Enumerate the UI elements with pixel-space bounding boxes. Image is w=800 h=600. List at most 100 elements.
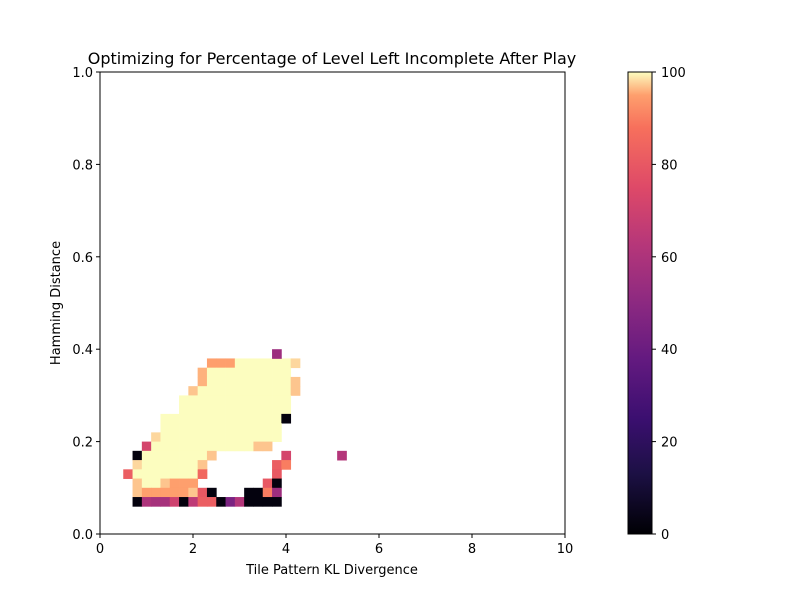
heatmap-cell [234, 423, 245, 433]
colorbar-tick-label: 60 [661, 251, 678, 266]
heatmap-cell [141, 441, 152, 452]
heatmap-cell [169, 469, 180, 479]
heatmap-cell [253, 358, 264, 369]
heatmap-cell [225, 404, 236, 415]
heatmap-cell [169, 478, 180, 489]
heatmap-cell [197, 432, 208, 442]
heatmap-cell [244, 432, 254, 442]
heatmap-cell [290, 386, 301, 396]
heatmap-cell [262, 478, 273, 489]
heatmap-cell [206, 367, 217, 378]
heatmap-cell [290, 358, 301, 369]
heatmap-cell [141, 469, 152, 479]
heatmap-cell [244, 376, 254, 387]
heatmap-cell [169, 460, 180, 470]
colorbar-ticks: 0 20 40 60 80 100 [652, 66, 686, 543]
heatmap-cell [169, 423, 180, 433]
heatmap-cell [216, 423, 226, 433]
heatmap-cell [132, 478, 143, 489]
colorbar-tick-label: 20 [661, 436, 678, 451]
heatmap-cell [244, 358, 254, 369]
plot-frame [99, 71, 566, 535]
heatmap-cell [290, 376, 301, 387]
y-tick-label: 0.4 [72, 343, 93, 358]
heatmap-cell [188, 432, 199, 442]
heatmap-cell [169, 450, 180, 461]
heatmap-cell [262, 367, 273, 378]
heatmap-cell [179, 413, 189, 424]
heatmap-cell [151, 432, 161, 442]
heatmap-cell [141, 460, 152, 470]
heatmap-cell [206, 423, 217, 433]
heatmap-cell [179, 432, 189, 442]
heatmap-cell [272, 395, 282, 406]
heatmap-cell [234, 386, 245, 396]
heatmap-cell [337, 450, 347, 461]
heatmap-cell [169, 497, 180, 507]
heatmap-cell [197, 441, 208, 452]
heatmap-cell [216, 441, 226, 452]
heatmap-cell [188, 478, 199, 489]
heatmap-cell [225, 395, 236, 406]
heatmap-cell [244, 441, 254, 452]
heatmap-cell [225, 386, 236, 396]
x-axis-label: Tile Pattern KL Divergence [245, 563, 418, 578]
heatmap-cell [188, 497, 199, 507]
y-tick-label: 0.0 [72, 528, 93, 543]
heatmap-cell [206, 404, 217, 415]
heatmap-cell [151, 478, 161, 489]
heatmap-cell [262, 487, 273, 498]
heatmap-cell [160, 469, 171, 479]
heatmap-cell [262, 358, 273, 369]
heatmap-cell [234, 404, 245, 415]
x-tick-label: 10 [557, 542, 574, 557]
heatmap-cell [272, 413, 282, 424]
x-tick-label: 8 [468, 542, 476, 557]
heatmap-cell [151, 441, 161, 452]
heatmap-cell [234, 367, 245, 378]
x-tick-label: 0 [96, 542, 104, 557]
colorbar-tick-label: 80 [661, 158, 678, 173]
heatmap-cell [188, 423, 199, 433]
colorbar-tick-label: 100 [661, 66, 686, 81]
heatmap-cell [151, 497, 161, 507]
heatmap-cell [197, 497, 208, 507]
heatmap-cell [281, 460, 292, 470]
heatmap-cell [272, 386, 282, 396]
x-tick-label: 2 [189, 542, 197, 557]
heatmap-cell [160, 432, 171, 442]
heatmap-cell [262, 441, 273, 452]
heatmap-cell [272, 376, 282, 387]
heatmap-cell [206, 395, 217, 406]
x-tick-label: 6 [375, 542, 383, 557]
heatmap-cell [262, 386, 273, 396]
heatmap-cell [188, 386, 199, 396]
heatmap-cell [253, 413, 264, 424]
y-tick-label: 0.2 [72, 436, 93, 451]
heatmap-cell [234, 358, 245, 369]
heatmap-cell [253, 432, 264, 442]
heatmap-cell [197, 367, 208, 378]
heatmap-cell [225, 376, 236, 387]
heatmap-cell [197, 376, 208, 387]
heatmap-cell [197, 423, 208, 433]
heatmap-cell [179, 469, 189, 479]
heatmap-cell [281, 404, 292, 415]
heatmap-cell [188, 450, 199, 461]
heatmap-cell [197, 460, 208, 470]
heatmap-cells [123, 349, 347, 507]
colorbar: 0 20 40 60 80 100 [627, 66, 686, 543]
heatmap-cell [262, 413, 273, 424]
heatmap-cell [244, 395, 254, 406]
heatmap-cell [272, 432, 282, 442]
heatmap-cell [281, 395, 292, 406]
heatmap-cell [234, 441, 245, 452]
heatmap-cell [206, 386, 217, 396]
heatmap-cell [188, 469, 199, 479]
heatmap-cell [225, 423, 236, 433]
heatmap-cell [253, 395, 264, 406]
heatmap-cell [225, 432, 236, 442]
heatmap-cell [179, 450, 189, 461]
heatmap-cell [141, 487, 152, 498]
